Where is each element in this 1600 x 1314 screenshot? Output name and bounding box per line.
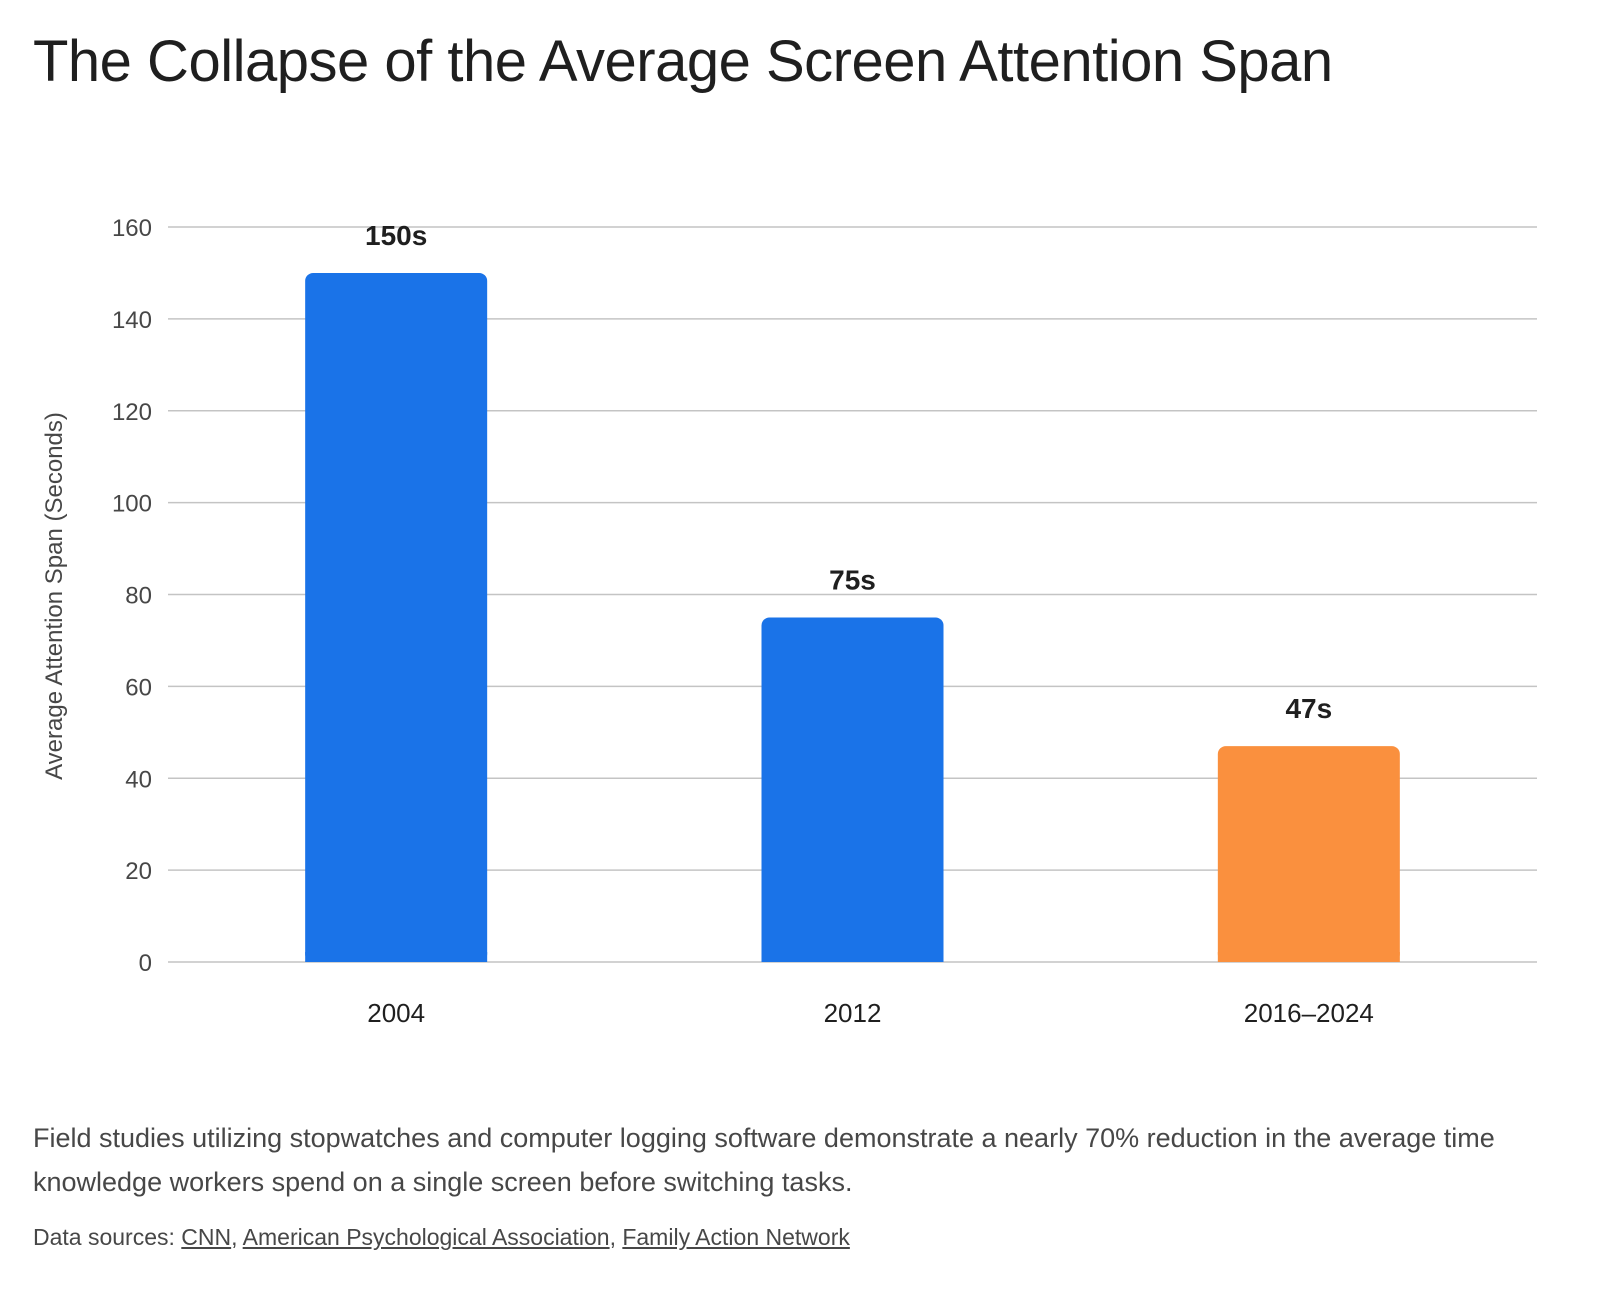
x-tick-label: 2016–2024 [1244, 998, 1374, 1028]
sources-prefix: Data sources: [33, 1224, 182, 1250]
source-separator: , [609, 1224, 623, 1250]
x-tick-label: 2012 [824, 998, 882, 1028]
y-tick-label: 120 [112, 399, 152, 426]
data-label: 47s [1285, 693, 1332, 724]
data-label: 75s [829, 564, 876, 595]
y-tick-label: 100 [112, 491, 152, 518]
bars [305, 272, 1400, 962]
data-label: 150s [365, 220, 427, 251]
y-tick-label: 0 [139, 950, 152, 977]
chart-title: The Collapse of the Average Screen Atten… [33, 29, 1333, 94]
y-tick-label: 80 [125, 583, 152, 610]
source-link-cnn[interactable]: CNN [181, 1224, 232, 1250]
bar-base [1217, 952, 1400, 962]
bar-2012 [761, 617, 944, 962]
x-axis-ticks: 2004 2012 2016–2024 [367, 998, 1374, 1028]
y-tick-label: 160 [112, 215, 152, 242]
chart-description: Field studies utilizing stopwatches and … [33, 1123, 1495, 1197]
bar-chart: 0 20 40 60 80 100 120 140 160 Average Attention … [41, 215, 1537, 1028]
y-tick-label: 40 [125, 766, 152, 793]
data-labels: 150s 75s 47s [365, 220, 1332, 724]
y-tick-label: 140 [112, 307, 152, 334]
bar-2004 [305, 272, 488, 962]
y-axis-ticks: 0 20 40 60 80 100 120 140 160 [112, 215, 152, 977]
bar-2016–2024 [1217, 746, 1400, 962]
source-link-apa[interactable]: American Psychological Association [242, 1224, 610, 1250]
data-sources: Data sources: CNN, American Psychologica… [33, 1224, 850, 1251]
y-tick-label: 20 [125, 858, 152, 885]
bar-base [305, 952, 488, 962]
bar-base [761, 952, 944, 962]
y-tick-label: 60 [125, 674, 152, 701]
source-link-fan[interactable]: Family Action Network [622, 1224, 850, 1250]
x-tick-label: 2004 [367, 998, 425, 1028]
y-axis-label: Average Attention Span (Seconds) [41, 412, 68, 780]
source-separator: , [231, 1224, 243, 1250]
